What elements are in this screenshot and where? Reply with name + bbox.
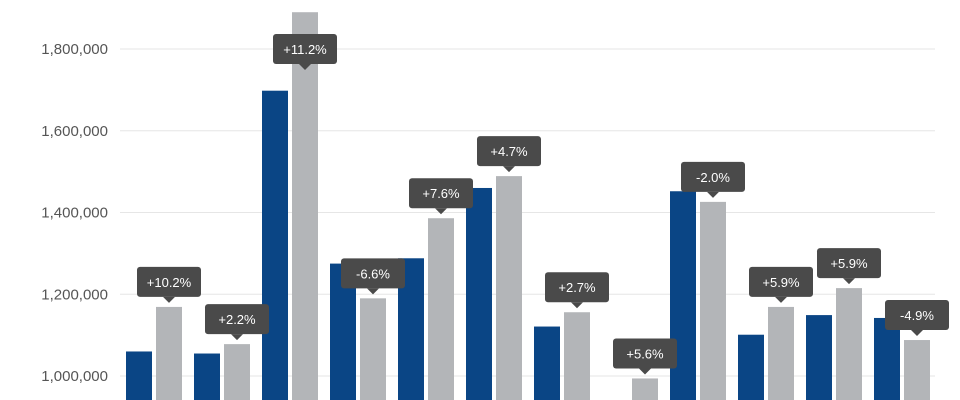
- bar-series-2: [428, 218, 454, 400]
- change-label: +2.7%: [558, 280, 596, 295]
- bars: [126, 12, 930, 400]
- bar-series-2: [496, 176, 522, 400]
- change-label: +5.6%: [626, 346, 664, 361]
- change-callout: +5.6%: [613, 338, 677, 375]
- bar-series-2: [564, 312, 590, 400]
- y-tick-label: 1,200,000: [41, 286, 108, 303]
- bar-series-2: [360, 298, 386, 400]
- bar-series-1: [738, 334, 764, 400]
- change-callout: +5.9%: [749, 266, 813, 303]
- bar-series-1: [126, 351, 152, 400]
- bar-series-2: [836, 288, 862, 400]
- change-callout: -6.6%: [341, 258, 405, 295]
- y-axis: 1,000,000 1,200,000 1,400,000 1,600,000 1,80…: [41, 41, 108, 385]
- change-callout: -4.9%: [885, 300, 949, 337]
- change-label: +11.2%: [283, 42, 327, 57]
- change-callout: -2.0%: [681, 161, 745, 198]
- bar-series-1: [534, 326, 560, 400]
- bar-series-1: [806, 315, 832, 400]
- y-tick-label: 1,600,000: [41, 123, 108, 140]
- bar-series-2: [632, 378, 658, 400]
- change-label: +10.2%: [147, 275, 192, 290]
- change-label: -2.0%: [696, 170, 730, 185]
- change-callout: +2.7%: [545, 272, 609, 309]
- change-callout: +7.6%: [409, 178, 473, 215]
- bar-series-1: [670, 191, 696, 400]
- bar-series-1: [262, 90, 288, 400]
- bar-series-2: [768, 306, 794, 400]
- bar-series-1: [874, 317, 900, 400]
- change-callout: +5.9%: [817, 248, 881, 285]
- bar-series-1: [194, 353, 220, 400]
- change-callouts: +10.2% +2.2% +11.2% -6.6% +7.6% +4.7% +2.7% +5.…: [137, 34, 949, 375]
- bar-series-1: [466, 187, 492, 400]
- bar-series-2: [224, 344, 250, 400]
- y-tick-label: 1,000,000: [41, 368, 108, 385]
- change-callout: +11.2%: [273, 34, 337, 70]
- y-tick-label: 1,400,000: [41, 205, 108, 222]
- change-label: -6.6%: [356, 266, 390, 281]
- bar-series-2: [292, 12, 318, 400]
- bar-series-2: [904, 340, 930, 400]
- change-label: +5.9%: [762, 275, 800, 290]
- change-callout: +2.2%: [205, 304, 269, 341]
- change-callout: +10.2%: [137, 266, 201, 303]
- change-label: +4.7%: [490, 144, 528, 159]
- change-label: -4.9%: [900, 308, 934, 323]
- change-label: +5.9%: [830, 256, 868, 271]
- y-tick-label: 1,800,000: [41, 41, 108, 58]
- bar-series-2: [700, 201, 726, 400]
- change-label: +2.2%: [218, 312, 256, 327]
- bar-series-2: [156, 306, 182, 400]
- change-label: +7.6%: [422, 186, 460, 201]
- change-callout: +4.7%: [477, 136, 541, 173]
